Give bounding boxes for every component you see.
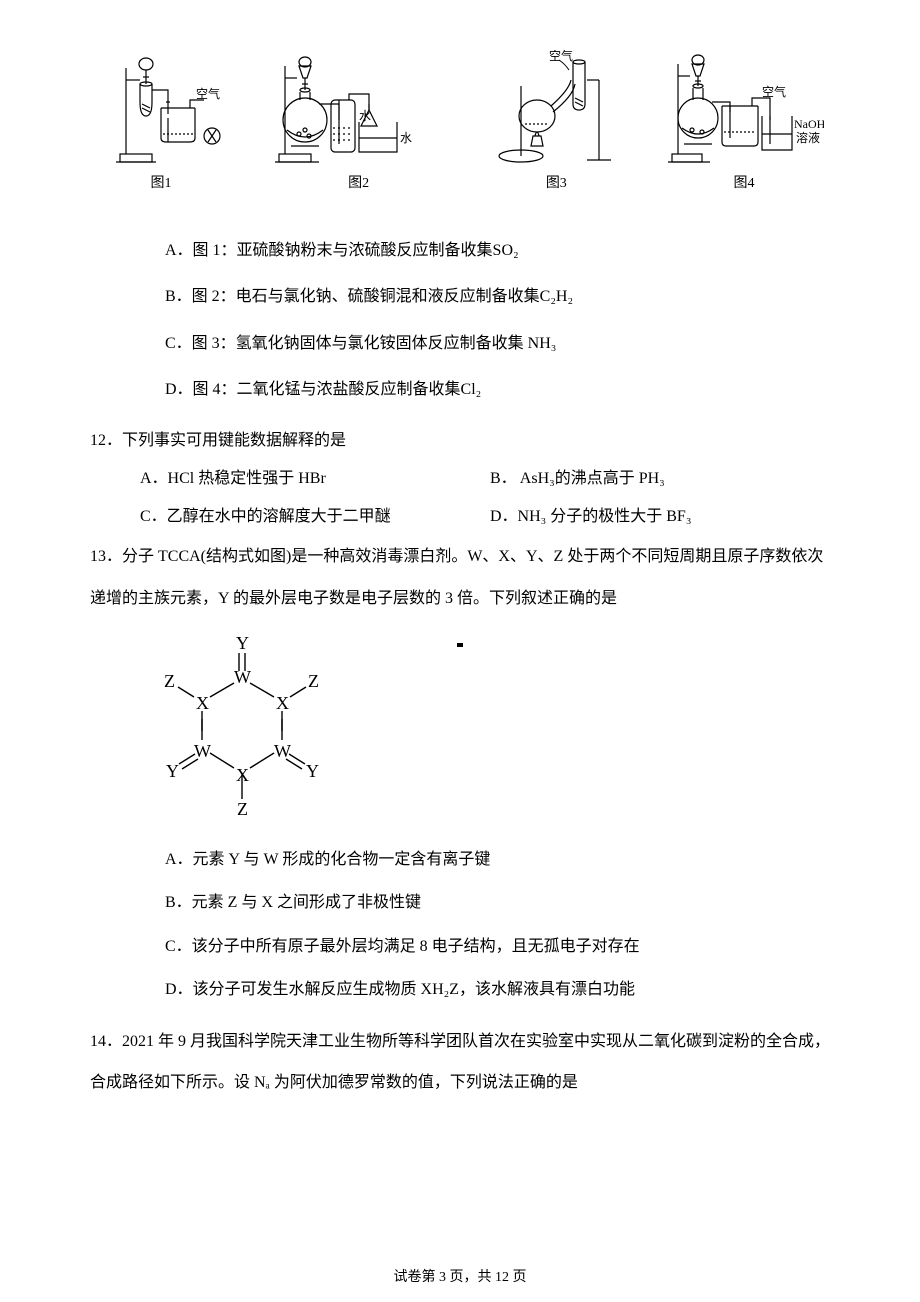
svg-text:W: W xyxy=(194,741,211,761)
apparatus-3: 空气 xyxy=(491,50,621,170)
diagram-1: 空气 图1 xyxy=(96,50,226,192)
label-y-top: Y xyxy=(236,633,249,653)
q12-option-a: A．HCl 热稳定性强于 HBr xyxy=(140,464,480,488)
q13-option-d: D．该分子可发生水解反应生成物质 XH₂Z，该水解液具有漂白功能 xyxy=(165,968,830,1011)
q11-option-b: B．图 2：电石与氯化钠、硫酸铜混和液反应制备收集C₂H₂ xyxy=(165,274,830,320)
q13-option-a: A．元素 Y 与 W 形成的化合物一定含有离子键 xyxy=(165,838,830,881)
q11-option-d: D．图 4：二氧化锰与浓盐酸反应制备收集Cl₂ xyxy=(165,367,830,413)
q13-option-b: B．元素 Z 与 X 之间形成了非极性键 xyxy=(165,881,830,924)
svg-text:X: X xyxy=(196,693,209,713)
label-y-bl: Y xyxy=(166,761,179,781)
label-z-tl: Z xyxy=(164,671,175,691)
q12-heading: 12．下列事实可用键能数据解释的是 xyxy=(90,426,830,456)
diagram-3: 空气 图3 xyxy=(491,50,621,192)
svg-text:W: W xyxy=(274,741,291,761)
q11-option-a: A．图 1：亚硫酸钠粉末与浓硫酸反应制备收集SO₂ xyxy=(165,228,830,274)
water-label-2: 水 xyxy=(400,131,412,145)
air-label: 空气 xyxy=(196,86,220,101)
naoh-label-2: 溶液 xyxy=(796,130,820,145)
diagram-2-caption: 图2 xyxy=(348,172,369,192)
naoh-label-1: NaOH xyxy=(794,117,824,131)
q11-option-c: C．图 3：氢氧化钠固体与氯化铵固体反应制备收集 NH₃ xyxy=(165,321,830,367)
q12-option-b: B． AsH₃的沸点高于 PH₃ xyxy=(490,464,830,488)
diagram-1-caption: 图1 xyxy=(151,172,172,192)
q13-paragraph: 13．分子 TCCA(结构式如图)是一种高效消毒漂白剂。W、X、Y、Z 处于两个… xyxy=(90,536,830,619)
svg-text:W: W xyxy=(234,667,251,687)
label-y-br: Y xyxy=(306,761,319,781)
q11-options: A．图 1：亚硫酸钠粉末与浓硫酸反应制备收集SO₂ B．图 2：电石与氯化钠、硫… xyxy=(90,228,830,414)
q13-options: A．元素 Y 与 W 形成的化合物一定含有离子键 B．元素 Z 与 X 之间形成… xyxy=(90,838,830,1011)
q12-options: A．HCl 热稳定性强于 HBr B． AsH₃的沸点高于 PH₃ C．乙醇在水… xyxy=(90,464,830,526)
air-label-4: 空气 xyxy=(762,84,786,99)
page-footer: 试卷第 3 页，共 12 页 xyxy=(0,1266,920,1286)
diagram-4-caption: 图4 xyxy=(733,172,754,192)
svg-text:X: X xyxy=(276,693,289,713)
diagrams-row: 空气 图1 xyxy=(90,50,830,192)
tcca-svg: Y W X Z W Y X Z W Y X Z xyxy=(142,633,342,823)
apparatus-4: 空气 NaOH 溶液 xyxy=(664,50,824,170)
label-z-bottom: Z xyxy=(237,799,248,819)
water-label-1: 水 xyxy=(359,109,371,123)
svg-text:X: X xyxy=(236,765,249,785)
q12-option-c: C．乙醇在水中的溶解度大于二甲醚 xyxy=(140,502,480,526)
apparatus-2: 水 水 xyxy=(269,50,449,170)
apparatus-1: 空气 xyxy=(96,50,226,170)
q12-option-d: D．NH₃ 分子的极性大于 BF₃ xyxy=(490,502,830,526)
diagram-2: 水 水 图2 xyxy=(269,50,449,192)
label-z-tr: Z xyxy=(308,671,319,691)
diagram-4: 空气 NaOH 溶液 图4 xyxy=(664,50,824,192)
center-marker xyxy=(457,643,463,647)
diagram-3-caption: 图3 xyxy=(546,172,567,192)
tcca-structure: Y W X Z W Y X Z W Y X Z xyxy=(90,633,830,828)
q13-option-c: C．该分子中所有原子最外层均满足 8 电子结构，且无孤电子对存在 xyxy=(165,925,830,968)
q14-paragraph: 14．2021 年 9 月我国科学院天津工业生物所等科学团队首次在实验室中实现从… xyxy=(90,1021,830,1104)
